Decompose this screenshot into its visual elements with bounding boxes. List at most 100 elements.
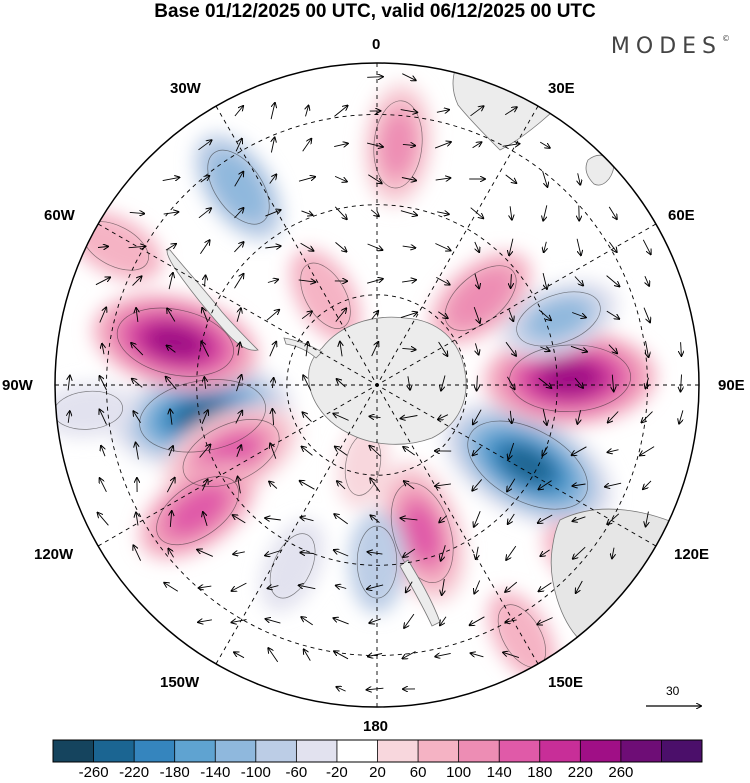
wind-arrow (543, 205, 547, 220)
wind-arrow (474, 241, 479, 252)
wind-arrow (234, 274, 244, 289)
wind-arrow (509, 238, 514, 256)
wind-arrow (197, 550, 213, 557)
wind-arrow (403, 548, 416, 557)
wind-arrow (608, 411, 619, 423)
wind-arrow (502, 144, 520, 147)
wind-arrow (442, 578, 445, 595)
australia (550, 508, 699, 649)
south-america (166, 249, 259, 351)
wind-arrow (168, 273, 173, 290)
wind-arrow (406, 581, 413, 593)
anomaly-level (403, 503, 441, 563)
wind-arrow (302, 447, 313, 456)
wind-arrow (198, 140, 212, 151)
wind-arrow (200, 176, 210, 183)
latitude-circle (196, 204, 558, 566)
wind-arrow (99, 308, 106, 323)
colorbar-label: -60 (285, 764, 308, 781)
wind-arrow (438, 414, 449, 420)
wind-arrow (131, 343, 144, 356)
wind-arrow (539, 480, 552, 490)
wind-arrow (270, 103, 275, 120)
wind-arrow (238, 343, 240, 356)
wind-arrow (235, 139, 242, 152)
wind-arrow (337, 379, 346, 388)
wind-arrow (234, 652, 245, 659)
wind-arrow (266, 619, 281, 624)
wind-arrow (203, 512, 208, 527)
colorbar-label: -20 (326, 764, 348, 781)
wind-arrow (504, 107, 517, 116)
wind-arrow (100, 478, 107, 493)
colorbar-swatch (93, 740, 135, 762)
wind-arrow (477, 375, 478, 391)
colorbar-label: 180 (527, 764, 553, 781)
wind-arrow (101, 446, 105, 457)
anomaly-contour (156, 476, 240, 546)
wind-arrow (435, 243, 450, 251)
anomaly-cell (55, 382, 138, 438)
wind-arrow (234, 172, 244, 187)
wind-arrow (511, 274, 512, 288)
wind-arrow (199, 586, 212, 588)
wind-arrow (165, 244, 176, 251)
wind-arrow (136, 443, 139, 460)
wind-arrow (302, 139, 312, 152)
wind-arrow (306, 342, 308, 357)
wind-arrow (204, 377, 205, 389)
wind-arrow (368, 174, 381, 184)
wind-arrow (400, 312, 417, 319)
colorbar-swatch (661, 740, 703, 762)
wind-arrow (401, 416, 418, 419)
wind-arrow (334, 514, 348, 525)
wind-arrow (335, 242, 347, 251)
colorbar (52, 739, 703, 763)
wind-arrow (646, 340, 649, 357)
wind-arrow (238, 477, 241, 494)
anomaly-level (209, 151, 268, 223)
colorbar-swatch (174, 740, 216, 762)
wind-arrow (440, 616, 447, 626)
wind-arrow (474, 580, 481, 594)
wind-arrow (133, 545, 142, 561)
colorbar-label: 260 (608, 764, 634, 781)
wind-arrow (340, 342, 342, 357)
wind-arrow (300, 242, 314, 251)
wind-arrow (265, 550, 282, 556)
wind-arrow (473, 446, 482, 456)
colorbar-label: -220 (119, 764, 150, 781)
wind-arrow (507, 376, 514, 389)
wind-arrow (164, 583, 179, 592)
wind-arrow (370, 478, 381, 493)
anomaly-level (55, 382, 138, 438)
wind-arrow (473, 409, 482, 425)
wind-arrow (470, 207, 484, 219)
wind-arrow (574, 276, 583, 286)
colorbar-label: 20 (369, 764, 386, 781)
anomaly-contour (516, 291, 601, 347)
wind-arrow (102, 344, 104, 355)
wind-arrow (232, 582, 247, 591)
wind-arrow (304, 649, 311, 661)
wind-arrow (537, 617, 553, 625)
wind-arrow (608, 241, 616, 252)
wind-arrow (201, 410, 208, 424)
wind-arrow (368, 654, 383, 657)
wind-arrow (334, 143, 348, 146)
wind-arrow (236, 445, 241, 457)
wind-arrow (404, 481, 415, 490)
wind-arrow (401, 518, 418, 520)
wind-arrow (303, 375, 312, 391)
brand-mark: © (722, 34, 730, 43)
wind-arrow (542, 409, 547, 425)
colorbar-label: 60 (409, 764, 427, 781)
colorbar-swatch (377, 740, 419, 762)
wind-arrow (68, 411, 70, 423)
wind-arrow (510, 206, 512, 219)
wind-arrow (436, 277, 449, 284)
wind-arrow (299, 585, 316, 588)
wind-arrow (473, 306, 480, 323)
wind-arrow (369, 446, 381, 457)
wind-arrow (538, 309, 551, 320)
